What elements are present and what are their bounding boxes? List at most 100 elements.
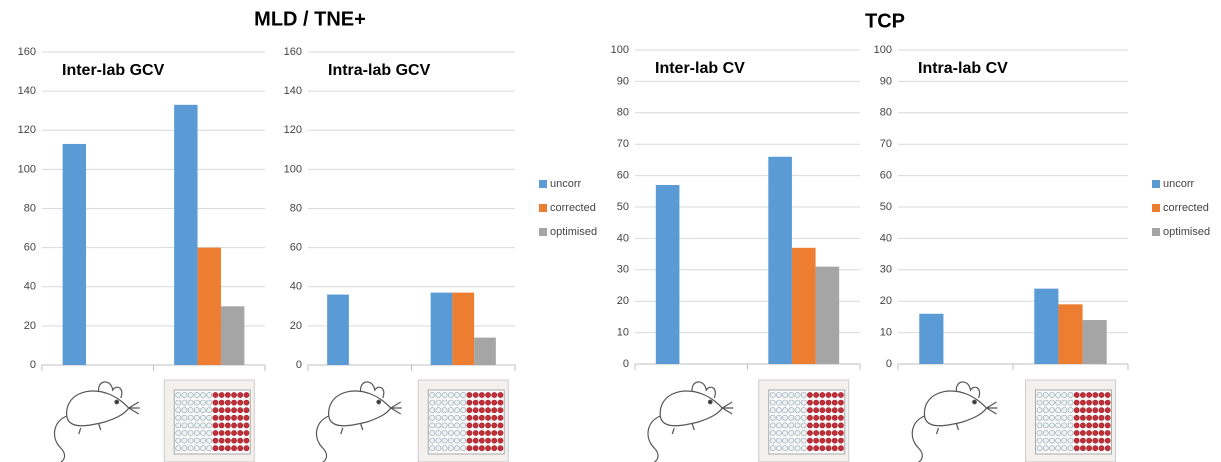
plate-well-area [769,390,845,454]
plate-well [801,423,806,428]
plate-well [1093,415,1098,420]
plate-well [244,415,249,420]
plate-well [176,430,181,435]
panel-title: Intra-lab CV [918,60,1008,77]
plate-well [442,430,447,435]
plate-well [442,415,447,420]
plate-well [231,408,236,413]
plate-well [454,392,459,397]
plate-well-area [174,390,250,454]
plate-well [225,400,230,405]
plate-well [770,423,775,428]
plate-well [838,415,843,420]
plate-well [231,423,236,428]
plate-well [200,430,205,435]
plate-well [832,408,837,413]
plate-well [1049,446,1054,451]
y-tick-label: 50 [880,201,892,213]
plate-well [1099,392,1104,397]
plate-well [1043,392,1048,397]
plate-well [838,392,843,397]
plate-well [498,423,503,428]
plate-well [182,446,187,451]
y-tick-label: 100 [18,163,36,175]
plate-well [1087,430,1092,435]
plate-well [826,400,831,405]
plate-well [467,415,472,420]
plate-well [1068,392,1073,397]
plate-well [801,446,806,451]
plate-well [776,415,781,420]
plate-well [231,430,236,435]
plate-well [814,415,819,420]
plate-well [176,400,181,405]
plate-well [461,400,466,405]
plate-well [1087,400,1092,405]
plate-well [776,408,781,413]
plate-well [826,438,831,443]
plate-well [1105,392,1110,397]
plate-well [776,400,781,405]
plate-well [225,438,230,443]
legend-label: optimised [1163,226,1210,238]
y-tick-label: 80 [290,202,302,214]
y-tick-label: 80 [617,107,629,119]
plate-well [1074,446,1079,451]
plate-well [1043,446,1048,451]
plate-well [448,423,453,428]
plate-well [194,392,199,397]
plate-well [498,408,503,413]
plate-well [770,400,775,405]
plate-well [176,446,181,451]
plate-well [807,400,812,405]
plate-well [492,438,497,443]
plate-well [1105,446,1110,451]
plate-well [1093,392,1098,397]
plate-well [473,400,478,405]
plate-well [1049,415,1054,420]
plate-well [225,392,230,397]
plate-well [194,446,199,451]
plate-well [479,415,484,420]
plate-well [244,423,249,428]
plate-well [182,430,187,435]
plate-well [1068,400,1073,405]
plate-well [436,400,441,405]
y-tick-label: 120 [18,124,36,136]
mouse-eye [377,400,381,404]
plate-well [826,408,831,413]
plate-well [200,408,205,413]
plate-well [770,415,775,420]
plate-well [1099,438,1104,443]
plate-well [238,423,243,428]
plate-well [783,430,788,435]
plate-well [1093,400,1098,405]
figure: MLD / TNE+ TCP 020406080100120140160Inte… [0,0,1221,462]
plate-well [814,392,819,397]
plate-well [832,392,837,397]
plate-well [467,430,472,435]
plate-well [244,438,249,443]
legend-swatch [539,228,547,236]
plate-well [838,430,843,435]
plate-well [1074,392,1079,397]
mouse-ear [99,382,122,398]
plate-well [219,400,224,405]
plate-well [448,392,453,397]
plate-well [783,408,788,413]
mouse-ear [361,382,384,398]
mouse-body [924,391,986,426]
plate-well [1080,415,1085,420]
plate-well [807,392,812,397]
plate-well [448,415,453,420]
plate-well [832,423,837,428]
y-tick-label: 60 [880,170,892,182]
plate-well [1074,438,1079,443]
plate-well [213,430,218,435]
plate-well [1037,438,1042,443]
plate-well [200,415,205,420]
plate-well [820,400,825,405]
plate-well [467,438,472,443]
bar [816,267,840,364]
plate-well [498,438,503,443]
